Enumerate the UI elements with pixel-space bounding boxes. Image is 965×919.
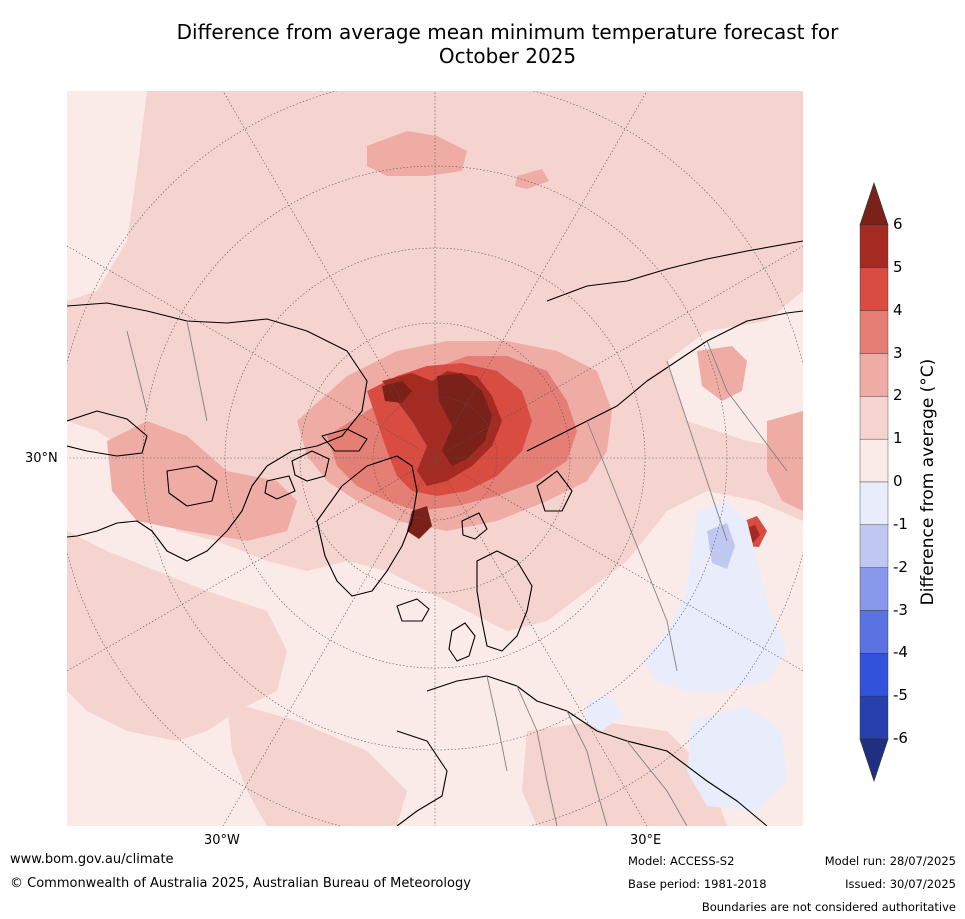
- footer-website: www.bom.gov.au/climate: [10, 852, 174, 867]
- footer-issued: Issued: 30/07/2025: [845, 877, 956, 891]
- colorbar-bin: [859, 438, 889, 483]
- anomaly-region-1-2-southwest: [227, 701, 407, 826]
- anomaly-region-2-3-west: [107, 421, 297, 541]
- anomaly-region-over-6-west: [382, 381, 412, 403]
- colorbar-bin: [859, 567, 889, 611]
- colorbar-tick-label: 0: [893, 472, 903, 490]
- colorbar-bin: [859, 481, 889, 526]
- lon-label-30w: 30°W: [204, 833, 240, 848]
- colorbar-tick-label: -3: [893, 600, 908, 619]
- colorbar-tick-label: 4: [893, 300, 903, 319]
- map-title-line-2: October 2025: [438, 44, 577, 68]
- footer-model: Model: ACCESS-S2: [628, 854, 735, 868]
- colorbar-tick-label: 3: [893, 343, 903, 362]
- colorbar-bin: [859, 310, 889, 354]
- colorbar-tick-label: -1: [893, 514, 908, 533]
- anomaly-region-2-3-small: [515, 169, 549, 189]
- footer-base-period: Base period: 1981-2018: [628, 877, 767, 891]
- colorbar-label: Difference from average (°C): [918, 358, 938, 606]
- colorbar-tick-label: 2: [893, 386, 903, 405]
- colorbar-bin: [859, 396, 889, 440]
- polar-map: [67, 91, 803, 826]
- colorbar-bins: [859, 224, 889, 740]
- colorbar-bin: [859, 224, 889, 269]
- anomaly-region-over-6: [437, 373, 492, 466]
- colorbar-tick-label: 1: [893, 429, 903, 448]
- colorbar-over-arrow: [859, 182, 889, 226]
- footer-disclaimer: Boundaries are not considered authoritat…: [701, 900, 956, 914]
- colorbar-bin: [859, 267, 889, 311]
- colorbar-tick-label: -5: [893, 686, 908, 705]
- colorbar-tick-label: -4: [893, 643, 908, 662]
- colorbar-tick-label: 5: [893, 257, 903, 276]
- country-borders: [126, 320, 788, 826]
- graticule-longitude: [67, 91, 803, 826]
- map-title-line-1: Difference from average mean minimum tem…: [176, 20, 839, 44]
- colorbar-tick-label: -2: [893, 557, 908, 576]
- lon-label-30e: 30°E: [630, 833, 662, 848]
- colorbar-tick-label: -6: [893, 729, 908, 747]
- colorbar-bin: [859, 695, 889, 740]
- map-title: Difference from average mean minimum tem…: [0, 20, 965, 68]
- colorbar-bin: [859, 653, 889, 697]
- colorbar: [859, 182, 889, 782]
- lat-label-30n: 30°N: [25, 451, 58, 466]
- colorbar-under-arrow: [859, 738, 889, 782]
- colorbar-bin: [859, 524, 889, 568]
- coastlines: [67, 240, 803, 826]
- footer-model-run: Model run: 28/07/2025: [824, 854, 956, 868]
- anomaly-region-2-3-far-east: [767, 411, 803, 511]
- anomaly-region-neg-1-0-a: [642, 501, 787, 691]
- anomaly-region-neg-2-1: [707, 523, 735, 569]
- footer-copyright: © Commonwealth of Australia 2025, Austra…: [10, 876, 471, 891]
- colorbar-bin: [859, 610, 889, 654]
- map-canvas: [67, 91, 803, 826]
- colorbar-tick-label: 6: [893, 215, 903, 233]
- anomaly-region-2-3-east: [697, 346, 747, 401]
- anomaly-region-neg-1-0-c: [585, 696, 622, 731]
- anomaly-region-1-2-west: [67, 531, 287, 741]
- anomaly-region-1-2-southeast: [522, 721, 727, 826]
- colorbar-bin: [859, 353, 889, 397]
- anomaly-region-2-3-north: [367, 131, 467, 176]
